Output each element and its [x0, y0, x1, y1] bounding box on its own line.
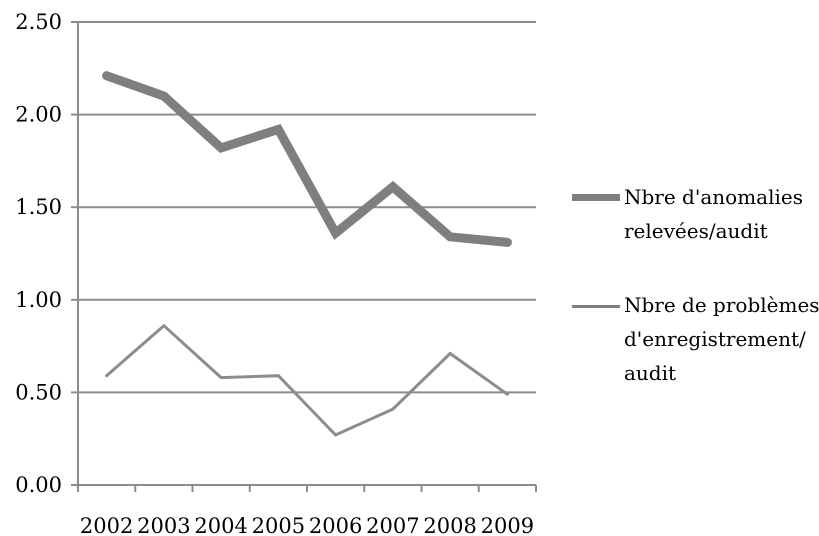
legend-label-anomalies: Nbre d'anomalies relevées/audit: [624, 185, 803, 243]
x-tick-label-2002: 2002: [80, 514, 133, 536]
y-tick-label-2.00: 2.00: [15, 103, 62, 127]
y-tick-label-0.50: 0.50: [15, 380, 62, 404]
x-tick-labels: 2002 2003 2004 2005 2006 2007 2008 2009: [80, 514, 534, 536]
legend-swatch-anomalies: [572, 194, 620, 201]
x-tick-label-2008: 2008: [423, 514, 476, 536]
gridlines: [78, 21, 536, 394]
y-tick-label-2.50: 2.50: [15, 10, 62, 34]
legend-label-problems: Nbre de problèmes d'enregistrement/ audi…: [624, 293, 819, 385]
x-tick-label-2004: 2004: [194, 514, 247, 536]
y-tick-labels: 0.00 0.50 1.00 1.50 2.00 2.50: [15, 10, 62, 497]
legend-swatch-problems: [572, 305, 620, 308]
y-tick-label-1.00: 1.00: [15, 288, 62, 312]
x-tick-label-2009: 2009: [481, 514, 534, 536]
series-line-anomalies: [102, 71, 512, 247]
axes: [71, 21, 537, 492]
x-tick-label-2003: 2003: [137, 514, 190, 536]
x-tick-label-2005: 2005: [252, 514, 305, 536]
y-tick-label-1.50: 1.50: [15, 195, 62, 219]
x-tick-label-2006: 2006: [309, 514, 362, 536]
series-line-problems: [105, 323, 509, 437]
series-lines: [102, 71, 512, 437]
y-tick-label-0.00: 0.00: [15, 473, 62, 497]
x-tick-label-2007: 2007: [366, 514, 419, 536]
